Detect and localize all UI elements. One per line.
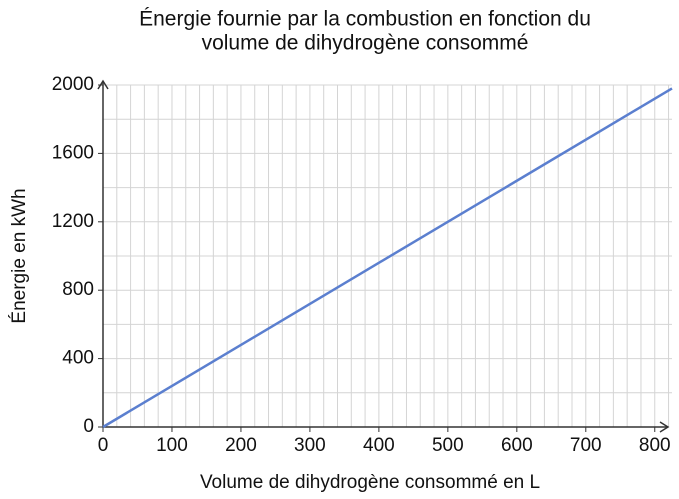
chart-title: Énergie fournie par la combustion en fon…: [139, 8, 591, 31]
y-tick-label: 1200: [52, 211, 94, 232]
x-tick-label: 700: [570, 435, 602, 456]
x-tick-label: 100: [156, 435, 188, 456]
chart-title: volume de dihydrogène consommé: [202, 32, 529, 55]
y-tick-label: 2000: [52, 74, 94, 95]
data-line: [102, 87, 673, 429]
y-tick-label: 400: [62, 348, 94, 369]
y-tick-label: 1600: [52, 142, 94, 163]
x-tick-label: 300: [294, 435, 326, 456]
y-tick-label: 0: [83, 416, 94, 437]
x-tick-label: 400: [363, 435, 395, 456]
y-axis-label: Énergie en kWh: [9, 188, 30, 323]
x-tick-label: 600: [501, 435, 533, 456]
x-tick-label: 0: [98, 435, 109, 456]
x-tick-label: 200: [225, 435, 257, 456]
x-tick-label: 500: [432, 435, 464, 456]
y-axis-arrow: [97, 79, 109, 90]
y-tick-label: 800: [62, 279, 94, 300]
x-tick-label: 800: [639, 435, 671, 456]
x-axis-label: Volume de dihydrogène consommé en L: [200, 472, 540, 493]
x-axis-arrow: [659, 421, 670, 433]
